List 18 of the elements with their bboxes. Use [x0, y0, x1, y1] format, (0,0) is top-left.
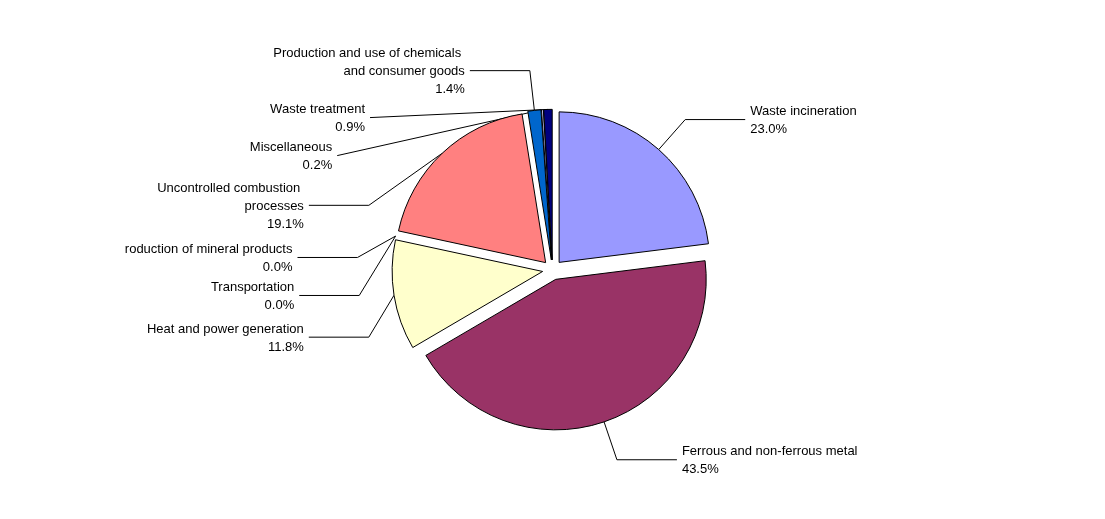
category-label: roduction of mineral products	[124, 240, 293, 256]
slice-label: Production and use of chemicals and consumer goods	[273, 45, 466, 79]
text: 0.0%	[264, 296, 295, 312]
slice-label: Waste incineration	[750, 103, 857, 119]
data-label: 11.8%	[267, 338, 305, 354]
slice-label: Uncontrolled combustion processes	[157, 179, 305, 213]
slice-label: Waste treatment	[270, 101, 366, 117]
category-label: Transportation	[210, 278, 295, 294]
data-label: 23.0%	[750, 121, 788, 137]
slice-label: Heat and power generation	[146, 320, 304, 336]
data-label: 0.9%	[335, 119, 366, 135]
slice-label: Miscellaneous	[249, 139, 333, 155]
data-label: 19.1%	[267, 215, 305, 231]
data-label: 0.2%	[302, 157, 333, 173]
data-label: 43.5%	[681, 461, 720, 477]
text: 0.0%	[262, 258, 293, 274]
slice-label: Ferrous and non-ferrous metal	[681, 443, 858, 459]
data-label: 1.4%	[435, 81, 466, 97]
